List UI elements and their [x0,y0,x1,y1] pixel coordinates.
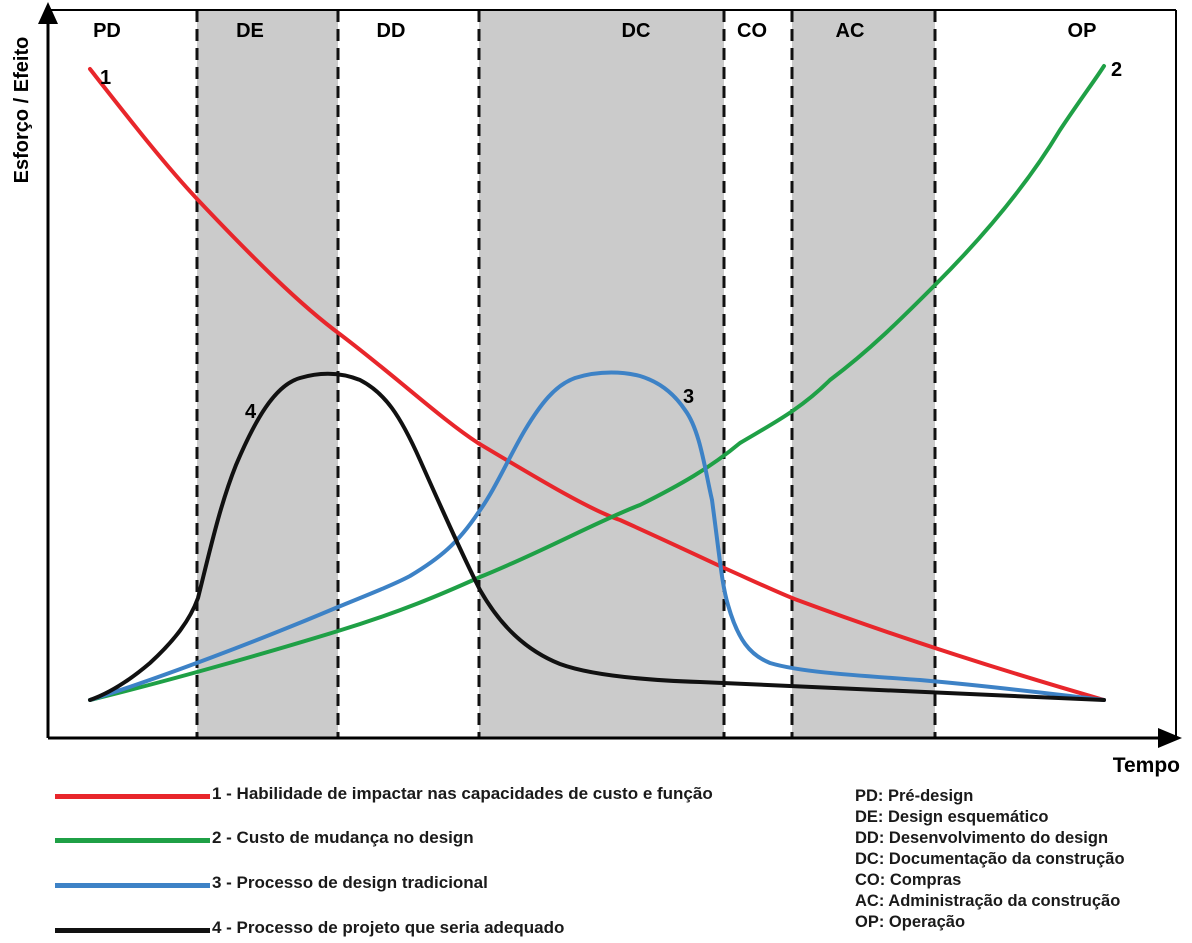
legend-swatch-2 [55,838,210,843]
phase-label-de: DE [236,20,264,42]
curve-3-number: 3 [683,386,694,408]
abbr-dd: DD: Desenvolvimento do design [855,829,1109,847]
legend-item-2: 2 - Custo de mudança no design [212,828,474,847]
curve-3-traditional-process [88,370,1106,702]
x-axis-arrow [1158,728,1182,748]
legend-item-3: 3 - Processo de design tradicional [212,873,488,892]
axes [38,2,1182,748]
curve-1-ability-to-impact [88,67,1106,702]
curve-2-cost-of-change [88,64,1106,702]
phase-label-dd: DD [377,20,406,42]
abbr-dc: DC: Documentação da construção [855,850,1125,868]
y-axis-arrow [38,2,58,24]
legend-swatch-3 [55,883,210,888]
curve-4-number: 4 [245,401,257,423]
abbr-ac: AC: Administração da construção [855,892,1121,910]
curves [88,64,1106,702]
curve-1-number: 1 [100,67,111,89]
legend-item-1: 1 - Habilidade de impactar nas capacidad… [212,784,713,803]
phase-labels: PD DE DD DC CO AC OP [93,20,1096,42]
phase-band-ac [792,10,935,738]
phase-label-ac: AC [836,20,865,42]
abbr-de: DE: Design esquemático [855,808,1049,826]
phase-label-pd: PD [93,20,121,42]
phase-label-co: CO [737,20,767,42]
effort-effect-diagram: Esforço / Efeito Tempo PD DE DD DC CO AC… [11,2,1182,777]
abbr-pd: PD: Pré-design [855,787,974,805]
curve-4-adequate-process [88,371,1106,702]
legend-item-4: 4 - Processo de projeto que seria adequa… [212,918,565,937]
curve-number-labels: 1 2 3 4 [100,59,1122,423]
phase-label-op: OP [1068,20,1097,42]
curve-2-number: 2 [1111,59,1122,81]
abbr-op: OP: Operação [855,913,966,931]
y-axis-label: Esforço / Efeito [11,37,33,184]
legend-swatch-1 [55,794,210,799]
abbr-co: CO: Compras [855,871,962,889]
legend-swatch-4 [55,928,210,933]
x-axis-label: Tempo [1113,754,1180,777]
phase-label-dc: DC [622,20,651,42]
